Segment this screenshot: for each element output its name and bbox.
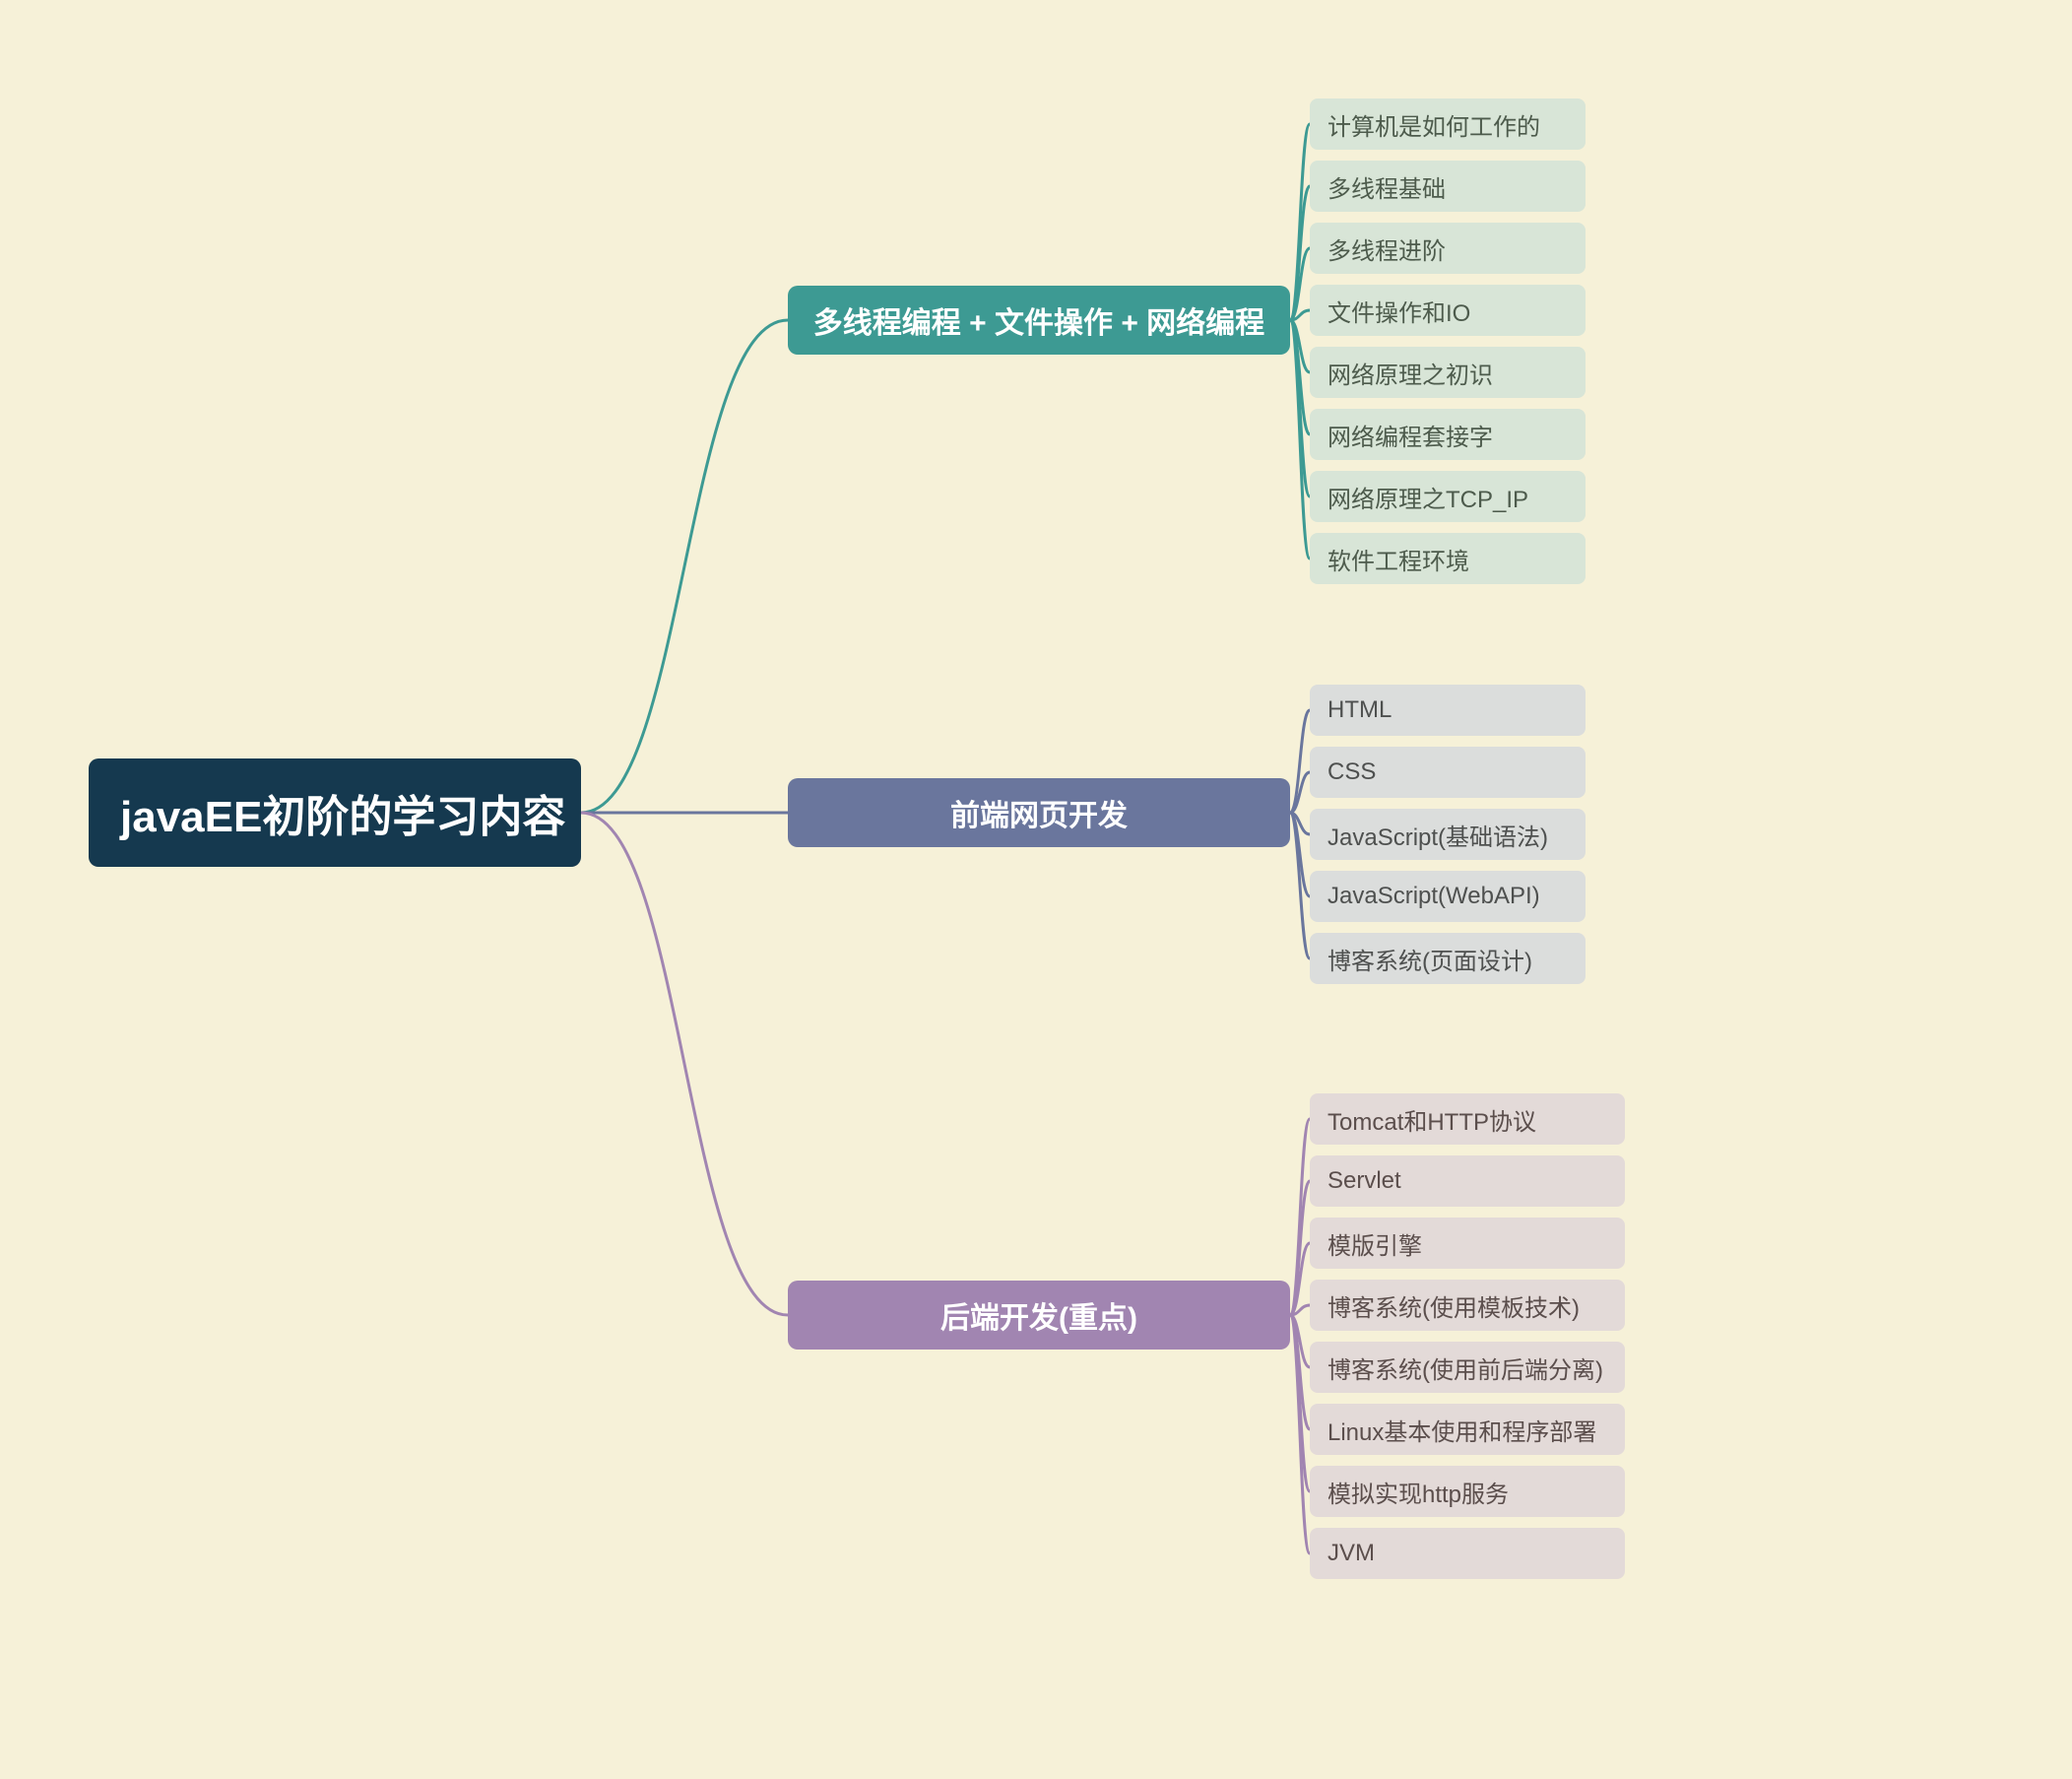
leaf-label: 计算机是如何工作的 [1327,107,1540,142]
leaf-label: JVM [1327,1540,1375,1567]
leaf-label: 网络原理之TCP_IP [1327,480,1528,514]
leaf-node: 博客系统(使用模板技术) [1310,1280,1625,1331]
leaf-node: 多线程进阶 [1310,223,1586,274]
leaf-label: 博客系统(使用模板技术) [1327,1288,1580,1323]
leaf-node: Tomcat和HTTP协议 [1310,1093,1625,1145]
leaf-label: HTML [1327,696,1392,724]
leaf-node: 计算机是如何工作的 [1310,99,1586,150]
leaf-label: JavaScript(基础语法) [1327,818,1548,852]
root-node: javaEE初阶的学习内容 [89,758,581,867]
leaf-node: 文件操作和IO [1310,285,1586,336]
leaf-node: 博客系统(使用前后端分离) [1310,1342,1625,1393]
leaf-node: 博客系统(页面设计) [1310,933,1586,984]
branch-node: 前端网页开发 [788,778,1290,847]
leaf-label: 文件操作和IO [1327,294,1470,328]
leaf-node: 模版引擎 [1310,1218,1625,1269]
leaf-label: Servlet [1327,1167,1401,1195]
leaf-label: 博客系统(页面设计) [1327,942,1532,976]
leaf-node: 模拟实现http服务 [1310,1466,1625,1517]
leaf-label: JavaScript(WebAPI) [1327,883,1540,910]
root-label: javaEE初阶的学习内容 [120,781,565,844]
leaf-node: Linux基本使用和程序部署 [1310,1404,1625,1455]
branch-node: 后端开发(重点) [788,1281,1290,1350]
leaf-label: 模拟实现http服务 [1327,1475,1509,1509]
branch-node: 多线程编程 + 文件操作 + 网络编程 [788,286,1290,355]
leaf-node: CSS [1310,747,1586,798]
leaf-label: 多线程进阶 [1327,231,1446,266]
leaf-node: JavaScript(WebAPI) [1310,871,1586,922]
leaf-node: 多线程基础 [1310,161,1586,212]
leaf-node: JVM [1310,1528,1625,1579]
leaf-node: JavaScript(基础语法) [1310,809,1586,860]
leaf-label: 模版引擎 [1327,1226,1422,1261]
leaf-node: HTML [1310,685,1586,736]
leaf-node: 软件工程环境 [1310,533,1586,584]
leaf-label: 软件工程环境 [1327,542,1469,576]
branch-label: 多线程编程 + 文件操作 + 网络编程 [813,298,1264,342]
leaf-label: CSS [1327,758,1376,786]
leaf-node: 网络编程套接字 [1310,409,1586,460]
leaf-label: Linux基本使用和程序部署 [1327,1413,1596,1447]
branch-label: 后端开发(重点) [940,1293,1137,1337]
leaf-label: 网络原理之初识 [1327,356,1493,390]
leaf-label: 博客系统(使用前后端分离) [1327,1351,1603,1385]
leaf-node: Servlet [1310,1155,1625,1207]
connector-layer [0,0,2072,1779]
leaf-label: 网络编程套接字 [1327,418,1493,452]
leaf-node: 网络原理之初识 [1310,347,1586,398]
leaf-label: Tomcat和HTTP协议 [1327,1102,1536,1137]
branch-label: 前端网页开发 [950,791,1128,834]
leaf-label: 多线程基础 [1327,169,1446,204]
leaf-node: 网络原理之TCP_IP [1310,471,1586,522]
